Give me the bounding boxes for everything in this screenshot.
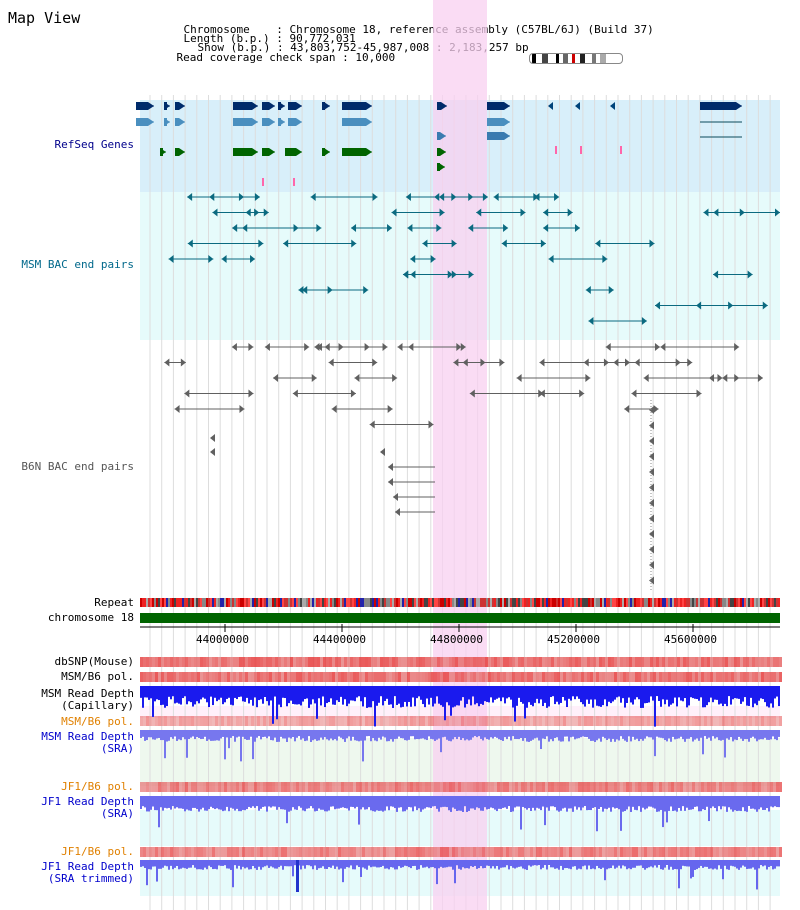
msm-bac-end-pairs[interactable] (168, 193, 780, 325)
tick-label: 44800000 (430, 633, 483, 646)
track-label-jf1-depth-trim: JF1 Read Depth (41, 860, 134, 873)
track-label-dbsnp: dbSNP(Mouse) (54, 655, 134, 668)
show-label: Show (b.p.) (197, 41, 271, 54)
track-label-repeat: Repeat (94, 596, 134, 609)
tick-label: 45200000 (547, 633, 600, 646)
tick-label: 45600000 (664, 633, 717, 646)
scale-ticks (224, 624, 694, 632)
chromosome-label: Chromosome (183, 23, 250, 36)
track-label-msm-b6-pol-sra: MSM/B6 pol. (61, 715, 134, 728)
page-title: Map View (8, 9, 81, 27)
track-label-msm-depth-cap-sub: (Capillary) (61, 699, 134, 712)
tick-label: 44400000 (313, 633, 366, 646)
track-label-msm-bac[interactable]: MSM BAC end pairs (21, 258, 134, 271)
track-label-jf1-b6-pol: JF1/B6 pol. (61, 780, 134, 793)
refseq-genes[interactable] (136, 102, 742, 186)
length-value: 90,772,031 (289, 32, 356, 45)
read-depth-tracks[interactable] (140, 686, 780, 892)
track-label-msm-depth-sra: MSM Read Depth (41, 730, 134, 743)
track-label-refseq[interactable]: RefSeq Genes (54, 138, 134, 151)
track-label-jf1-depth-trim-sub: (SRA trimmed) (47, 872, 134, 885)
length-label: Length (b.p.) (183, 32, 270, 45)
b6n-bac-end-pairs[interactable] (164, 343, 763, 590)
span-value: 10,000 (355, 51, 396, 64)
chromosome-bar[interactable] (140, 613, 780, 623)
track-label-b6n-bac[interactable]: B6N BAC end pairs (21, 460, 134, 473)
track-label-msm-depth-sra-sub: (SRA) (100, 742, 134, 755)
track-label-jf1-b6-pol-trim: JF1/B6 pol. (61, 845, 134, 858)
track-label-jf1-depth-sra-sub: (SRA) (100, 807, 134, 820)
span-label: Read coverage check span (176, 51, 336, 64)
track-label-jf1-depth-sra: JF1 Read Depth (41, 795, 134, 808)
track-label-msm-b6-pol: MSM/B6 pol. (61, 670, 134, 683)
track-label-chromosome: chromosome 18 (47, 611, 134, 624)
repeat-track[interactable] (140, 598, 780, 607)
polymorphism-heat-tracks[interactable] (140, 657, 782, 857)
track-label-msm-depth-cap: MSM Read Depth (41, 687, 134, 700)
chromosome-ideogram[interactable] (529, 53, 623, 64)
tick-label: 44000000 (196, 633, 249, 646)
